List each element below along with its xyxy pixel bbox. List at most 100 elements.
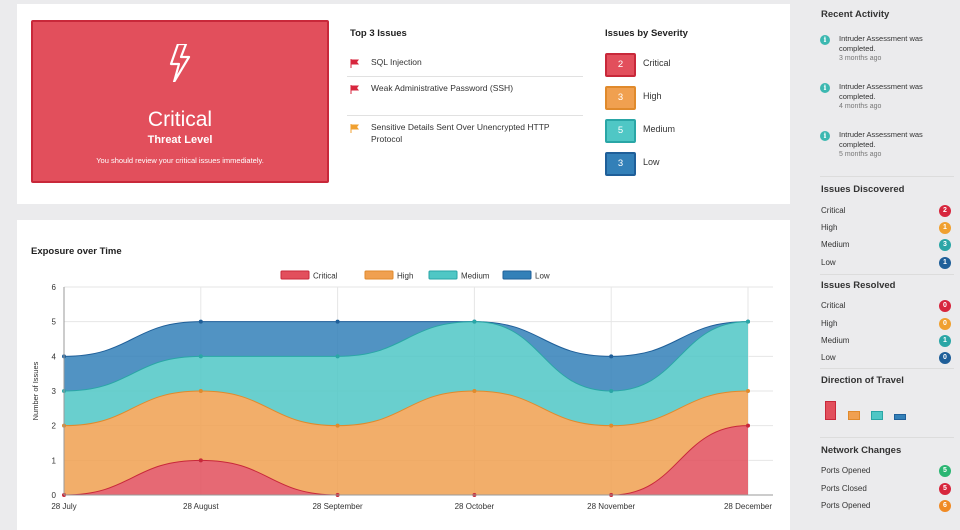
discovered-row-medium[interactable]: Medium 3	[821, 239, 951, 253]
network-change-row[interactable]: Ports Opened 5	[821, 465, 951, 479]
legend-label: Low	[535, 272, 550, 281]
issues-discovered-title: Issues Discovered	[821, 184, 905, 195]
y-tick-label: 3	[52, 387, 57, 396]
point-high	[609, 423, 614, 428]
row-label: Medium	[821, 240, 850, 249]
discovered-row-low[interactable]: Low 1	[821, 257, 951, 271]
severity-label: Low	[643, 157, 660, 167]
point-high	[472, 389, 477, 393]
point-critical	[746, 423, 750, 428]
point-medium	[609, 389, 614, 393]
x-tick-label: 28 November	[587, 502, 635, 511]
resolved-row-high[interactable]: High 0	[821, 318, 951, 332]
y-tick-label: 1	[52, 456, 57, 465]
row-label: Critical	[821, 301, 846, 310]
threat-level-value: Critical	[147, 108, 213, 131]
divider	[820, 176, 954, 177]
point-low	[335, 319, 340, 324]
travel-bar-low	[894, 414, 906, 420]
legend-label: Medium	[461, 272, 490, 281]
legend-swatch-low	[502, 270, 532, 280]
divider	[820, 274, 954, 275]
threat-message: You should review your critical issues i…	[96, 156, 264, 165]
count-badge: 5	[939, 465, 951, 477]
row-label: Ports Opened	[821, 501, 871, 510]
legend-label: High	[397, 272, 413, 281]
row-label: Ports Closed	[821, 484, 867, 493]
row-label: Ports Opened	[821, 466, 871, 475]
series-line-medium	[63, 321, 749, 392]
count-badge: 1	[939, 335, 951, 347]
critical-count-badge: 2	[605, 53, 636, 77]
exposure-chart-card: Exposure over Time 0 1 2 3 4 5 6 28 July 28 Augu…	[17, 220, 790, 530]
count-badge: 6	[939, 500, 951, 512]
series-line-high	[63, 390, 749, 427]
divider	[820, 368, 954, 369]
severity-label: Medium	[643, 124, 676, 134]
threat-level-label: Threat Level	[147, 134, 213, 146]
legend-label: Critical	[313, 272, 338, 281]
issue-title: Sensitive Details Sent Over Unencrypted …	[371, 122, 550, 144]
area-high	[64, 391, 748, 495]
issue-title: SQL Injection	[371, 57, 422, 67]
info-icon: i	[820, 83, 830, 93]
discovered-row-critical[interactable]: Critical 2	[821, 205, 951, 219]
travel-bar-high	[848, 411, 860, 420]
summary-card: Critical Threat Level You should review …	[17, 4, 790, 204]
high-count-badge: 3	[605, 86, 636, 110]
resolved-row-critical[interactable]: Critical 0	[821, 300, 951, 314]
discovered-row-high[interactable]: High 1	[821, 222, 951, 236]
severity-label: Critical	[643, 58, 671, 68]
network-change-row[interactable]: Ports Opened 6	[821, 500, 951, 514]
count-badge: 3	[939, 239, 951, 251]
flag-icon	[350, 59, 359, 68]
activity-item[interactable]: i Intruder Assessment was completed. 4 m…	[820, 82, 960, 114]
activity-time: 5 months ago	[839, 151, 882, 158]
network-changes-title: Network Changes	[821, 445, 902, 456]
travel-bar-critical	[825, 401, 836, 420]
y-tick-label: 0	[52, 491, 57, 500]
y-tick-label: 4	[52, 352, 57, 361]
area-medium	[64, 321, 748, 426]
activity-text: Intruder Assessment was completed.	[839, 82, 923, 101]
area-low	[64, 321, 748, 391]
row-label: High	[821, 223, 838, 232]
issue-item[interactable]: Sensitive Details Sent Over Unencrypted …	[347, 121, 583, 149]
point-medium	[335, 354, 340, 359]
count-badge: 1	[939, 222, 951, 234]
travel-bar-medium	[871, 411, 883, 420]
network-change-row[interactable]: Ports Closed 5	[821, 483, 951, 497]
x-tick-label: 28 September	[312, 502, 363, 511]
point-high	[746, 389, 750, 393]
top-issues-title: Top 3 Issues	[350, 28, 407, 39]
point-high	[198, 389, 203, 393]
issue-item[interactable]: Weak Administrative Password (SSH)	[347, 82, 583, 116]
info-icon: i	[820, 131, 830, 141]
direction-of-travel-title: Direction of Travel	[821, 375, 904, 386]
activity-item[interactable]: i Intruder Assessment was completed. 5 m…	[820, 130, 960, 162]
resolved-row-low[interactable]: Low 0	[821, 352, 951, 366]
count-badge: 2	[939, 205, 951, 217]
point-high	[335, 423, 340, 428]
x-tick-label: 28 December	[724, 502, 772, 511]
activity-text: Intruder Assessment was completed.	[839, 34, 923, 53]
issue-item[interactable]: SQL Injection	[347, 56, 583, 77]
threat-level-panel[interactable]: Critical Threat Level You should review …	[31, 20, 329, 183]
activity-item[interactable]: i Intruder Assessment was completed. 3 m…	[820, 34, 960, 66]
legend-swatch-high	[364, 270, 394, 280]
issue-title: Weak Administrative Password (SSH)	[371, 83, 514, 93]
series-line-low	[63, 321, 749, 357]
x-tick-label: 28 October	[455, 502, 495, 511]
activity-time: 4 months ago	[839, 103, 882, 110]
count-badge: 0	[939, 300, 951, 312]
medium-count-badge: 5	[605, 119, 636, 143]
lightning-bolt-icon	[169, 44, 191, 82]
point-medium	[198, 354, 203, 359]
chart-title: Exposure over Time	[31, 246, 122, 257]
divider	[820, 437, 954, 438]
y-tick-label: 2	[52, 422, 57, 431]
resolved-row-medium[interactable]: Medium 1	[821, 335, 951, 349]
row-label: Medium	[821, 336, 850, 345]
row-label: Low	[821, 353, 836, 362]
activity-time: 3 months ago	[839, 55, 882, 62]
